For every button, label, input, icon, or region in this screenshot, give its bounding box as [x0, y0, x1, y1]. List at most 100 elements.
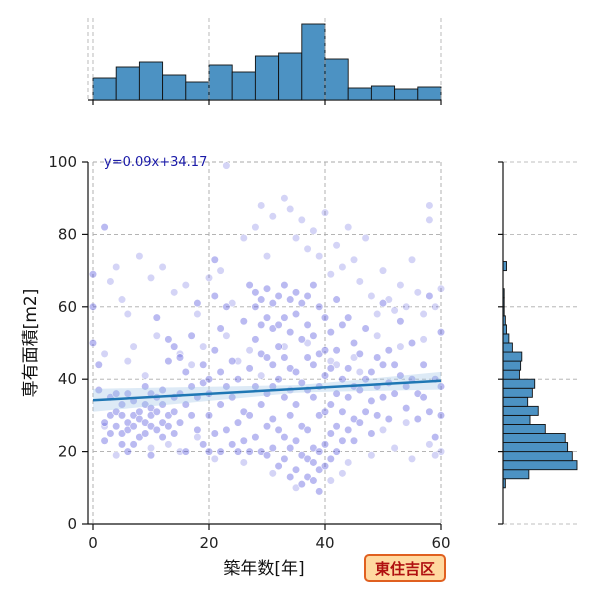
scatter-point	[141, 371, 150, 380]
x-hist-bar	[370, 85, 396, 101]
scatter-point	[274, 461, 283, 471]
scatter-point	[402, 418, 411, 427]
scatter-point	[303, 454, 312, 463]
scatter-point	[373, 309, 382, 319]
scatter-point	[402, 404, 411, 413]
scatter-point	[280, 454, 289, 463]
x-hist-bar	[185, 81, 210, 101]
scatter-point	[361, 324, 370, 333]
scatter-point	[303, 425, 312, 434]
y-hist-bar	[502, 469, 530, 480]
scatter-point	[349, 353, 359, 362]
scatter-point	[170, 288, 179, 297]
scatter-point	[112, 262, 121, 272]
scatter-point	[123, 357, 132, 366]
scatter-point	[146, 443, 156, 453]
scatter-point	[291, 483, 301, 492]
scatter-point	[378, 425, 388, 434]
scatter-point	[291, 309, 301, 319]
scatter-point	[431, 433, 440, 442]
scatter-point	[100, 223, 109, 232]
scatter-point	[210, 255, 219, 264]
scatter-point	[222, 425, 231, 434]
scatter-point	[425, 215, 434, 225]
scatter-point	[338, 375, 347, 384]
scatter-point	[222, 331, 231, 340]
scatter-point	[262, 284, 272, 293]
x-hist-bar	[347, 87, 372, 101]
faint-scatter-layer	[100, 161, 446, 492]
scatter-point	[297, 335, 306, 344]
scatter-point	[257, 400, 266, 409]
scatter-point	[257, 201, 266, 210]
scatter-point	[309, 443, 318, 453]
x-hist-bar	[324, 58, 349, 101]
scatter-point	[309, 458, 318, 467]
scatter-point	[407, 255, 417, 264]
scatter-point	[425, 291, 434, 301]
scatter-point	[106, 411, 115, 420]
scatter-point	[268, 360, 277, 369]
scatter-point	[233, 357, 243, 366]
scatter-point	[193, 299, 202, 308]
scatter-point	[257, 447, 266, 456]
scatter-point	[280, 194, 289, 203]
scatter-point	[146, 404, 156, 413]
scatter-point	[361, 407, 370, 416]
scatter-point	[280, 313, 289, 322]
scatter-point	[436, 328, 446, 337]
scatter-point	[436, 382, 446, 391]
scatter-point	[297, 480, 306, 489]
x-tick-label: 60	[431, 534, 450, 552]
scatter-point	[309, 476, 318, 485]
scatter-point	[204, 273, 214, 282]
scatter-points	[88, 223, 446, 496]
scatter-point	[164, 440, 173, 449]
scatter-point	[315, 465, 324, 474]
x-hist-bar	[254, 55, 280, 101]
scatter-point	[146, 422, 156, 431]
scatter-point	[112, 422, 121, 431]
y-hist-bar	[502, 360, 522, 371]
scatter-point	[303, 353, 312, 362]
scatter-point	[297, 378, 306, 387]
scatter-point	[100, 349, 109, 358]
scatter-point	[152, 407, 161, 416]
scatter-point	[326, 429, 335, 438]
scatter-point	[146, 451, 156, 460]
scatter-point	[239, 317, 248, 326]
scatter-point	[297, 451, 306, 460]
scatter-point	[309, 360, 318, 369]
scatter-point	[123, 309, 132, 319]
scatter-point	[268, 324, 277, 333]
scatter-point	[344, 223, 353, 232]
scatter-point	[390, 360, 399, 369]
scatter-point	[355, 367, 364, 377]
scatter-point	[175, 418, 185, 427]
scatter-point	[216, 324, 225, 333]
scatter-point	[396, 371, 405, 380]
x-hist-bar	[115, 66, 140, 101]
x-hist-bar	[231, 71, 256, 101]
scatter-point	[164, 411, 173, 420]
scatter-point	[332, 422, 341, 431]
scatter-point	[181, 367, 190, 377]
scatter-point	[204, 447, 214, 456]
scatter-point	[257, 371, 266, 380]
scatter-point	[210, 429, 219, 438]
scatter-point	[135, 407, 144, 416]
x-hist-bar	[162, 74, 187, 101]
scatter-point	[106, 429, 115, 438]
scatter-point	[129, 342, 138, 351]
scatter-point	[320, 461, 330, 471]
scatter-point	[94, 360, 103, 369]
scatter-point	[262, 252, 272, 261]
scatter-point	[280, 393, 289, 402]
scatter-point	[413, 414, 422, 424]
scatter-point	[338, 320, 347, 330]
scatter-point	[315, 252, 324, 261]
x-hist-bar	[208, 64, 233, 101]
scatter-point	[355, 349, 364, 358]
scatter-point	[170, 429, 179, 438]
scatter-point	[187, 331, 196, 340]
